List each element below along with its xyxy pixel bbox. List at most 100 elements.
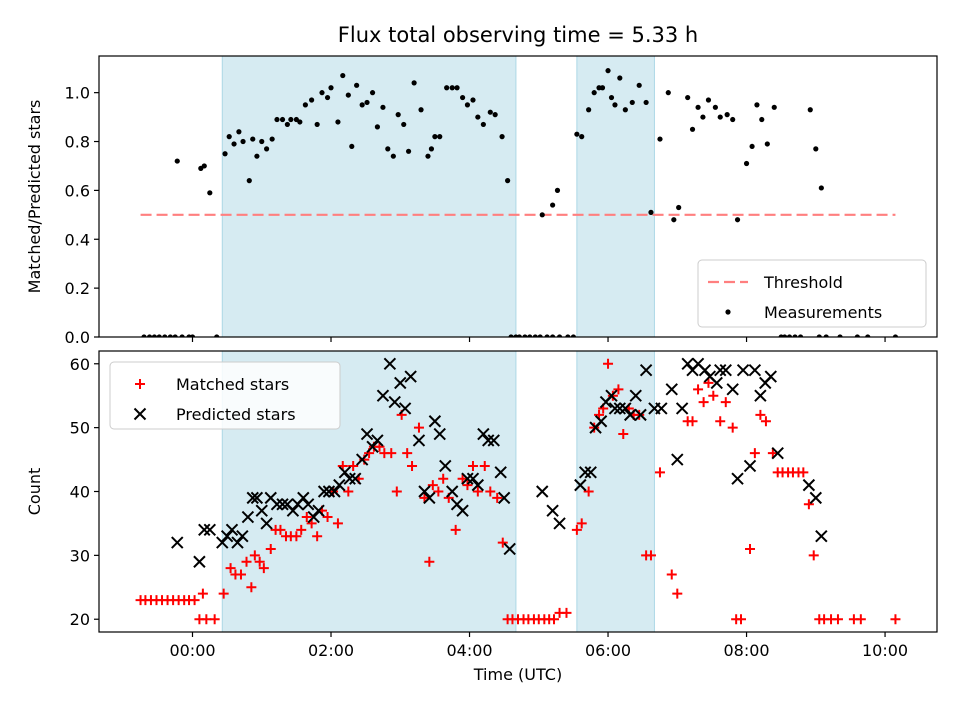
predicted-star-point bbox=[241, 510, 255, 524]
measurement-point bbox=[818, 185, 824, 191]
measurement-point bbox=[665, 90, 671, 96]
measurement-point bbox=[174, 158, 180, 164]
measurement-point bbox=[264, 146, 270, 152]
measurement-point bbox=[516, 334, 522, 337]
measurement-point bbox=[464, 102, 471, 108]
measurement-point bbox=[591, 90, 597, 96]
measurement-point bbox=[544, 334, 550, 337]
measurement-point bbox=[231, 141, 237, 147]
predicted-star-point bbox=[418, 485, 431, 498]
matched-star-point bbox=[760, 416, 771, 427]
ratio-legend-label: Threshold bbox=[763, 273, 843, 292]
chart-title: Flux total observing time = 5.33 h bbox=[338, 23, 698, 47]
matched-star-point bbox=[472, 486, 483, 497]
matched-star-point bbox=[235, 569, 246, 580]
matched-star-point bbox=[745, 543, 756, 554]
measurement-point bbox=[508, 334, 514, 337]
predicted-star-point bbox=[412, 434, 426, 447]
measurement-point bbox=[246, 178, 252, 184]
measurement-point bbox=[764, 141, 770, 147]
measurement-point bbox=[492, 112, 498, 118]
predicted-star-point bbox=[536, 485, 549, 498]
matched-star-point bbox=[275, 524, 286, 535]
predicted-star-point bbox=[714, 363, 727, 377]
matched-star-point bbox=[613, 384, 624, 395]
predicted-star-point bbox=[366, 440, 379, 454]
predicted-star-point bbox=[433, 427, 446, 441]
matched-star-point bbox=[703, 377, 714, 388]
measurement-point bbox=[712, 104, 718, 110]
predicted-star-point bbox=[477, 427, 490, 441]
measurement-point bbox=[605, 68, 611, 74]
measurement-point bbox=[724, 112, 730, 118]
measurement-point bbox=[340, 72, 346, 79]
count-data bbox=[135, 357, 901, 625]
matched-star-point bbox=[698, 397, 709, 408]
predicted-star-point bbox=[286, 504, 300, 517]
measurement-point bbox=[214, 334, 220, 337]
measurement-point bbox=[369, 90, 376, 96]
predicted-star-point bbox=[270, 498, 284, 511]
ratio-ytick-label: 0.0 bbox=[65, 328, 90, 347]
measurement-point bbox=[599, 85, 606, 91]
measurement-point bbox=[390, 153, 396, 159]
matched-star-point bbox=[258, 563, 269, 574]
matched-star-point bbox=[687, 416, 698, 427]
predicted-star-point bbox=[726, 383, 739, 396]
measurement-point bbox=[240, 138, 246, 145]
matched-star-point bbox=[672, 588, 683, 599]
matched-star-point bbox=[296, 524, 307, 535]
predicted-star-point bbox=[250, 491, 264, 505]
matched-star-point bbox=[332, 518, 343, 529]
measurement-point bbox=[319, 90, 325, 96]
measurement-point bbox=[259, 138, 265, 145]
measurement-point bbox=[222, 151, 228, 157]
measurement-point bbox=[565, 334, 571, 337]
measurement-point bbox=[695, 104, 701, 110]
measurement-point bbox=[401, 121, 407, 128]
measurement-point bbox=[730, 116, 736, 123]
measurement-point bbox=[689, 126, 696, 132]
measurement-point bbox=[797, 334, 804, 337]
matched-star-point bbox=[479, 460, 490, 471]
measurement-point bbox=[782, 334, 788, 337]
measurement-point bbox=[279, 116, 286, 123]
measurement-point bbox=[449, 85, 455, 91]
predicted-star-point bbox=[494, 466, 507, 479]
count-xtick-label: 00:00 bbox=[169, 641, 215, 660]
measurement-point bbox=[374, 124, 381, 130]
count-xtick-label: 04:00 bbox=[446, 641, 492, 660]
count-xtick-label: 06:00 bbox=[585, 641, 631, 660]
measurement-point bbox=[151, 334, 158, 337]
count-xtick-label: 02:00 bbox=[308, 641, 354, 660]
matched-star-point bbox=[583, 486, 594, 497]
count-legend-label: Matched stars bbox=[176, 375, 289, 394]
measurement-point bbox=[459, 94, 466, 101]
ratio-shaded-span-1 bbox=[576, 55, 655, 338]
measurement-point bbox=[418, 107, 424, 113]
predicted-star-point bbox=[360, 427, 374, 441]
measurement-point bbox=[411, 80, 417, 86]
predicted-star-point bbox=[388, 395, 401, 409]
predicted-star-point bbox=[605, 389, 618, 402]
predicted-star-point bbox=[584, 466, 597, 479]
matched-star-point bbox=[832, 614, 843, 625]
predicted-star-point bbox=[594, 415, 608, 428]
predicted-star-point bbox=[482, 434, 495, 447]
measurement-point bbox=[717, 114, 723, 120]
matched-star-point bbox=[301, 512, 312, 523]
predicted-star-point bbox=[216, 536, 229, 549]
predicted-star-point bbox=[225, 523, 239, 537]
measurement-point bbox=[146, 334, 153, 337]
measurement-point bbox=[550, 202, 556, 208]
measurement-point bbox=[444, 85, 450, 91]
predicted-star-point bbox=[276, 498, 289, 511]
matched-star-point bbox=[241, 556, 252, 567]
measurement-point bbox=[349, 143, 355, 150]
measurement-point bbox=[141, 334, 147, 337]
legend-measurement-swatch bbox=[725, 309, 731, 315]
ratio-ytick-label: 1.0 bbox=[65, 84, 90, 103]
predicted-star-point bbox=[754, 389, 767, 402]
matched-star-point bbox=[890, 614, 901, 625]
measurement-point bbox=[324, 94, 331, 101]
